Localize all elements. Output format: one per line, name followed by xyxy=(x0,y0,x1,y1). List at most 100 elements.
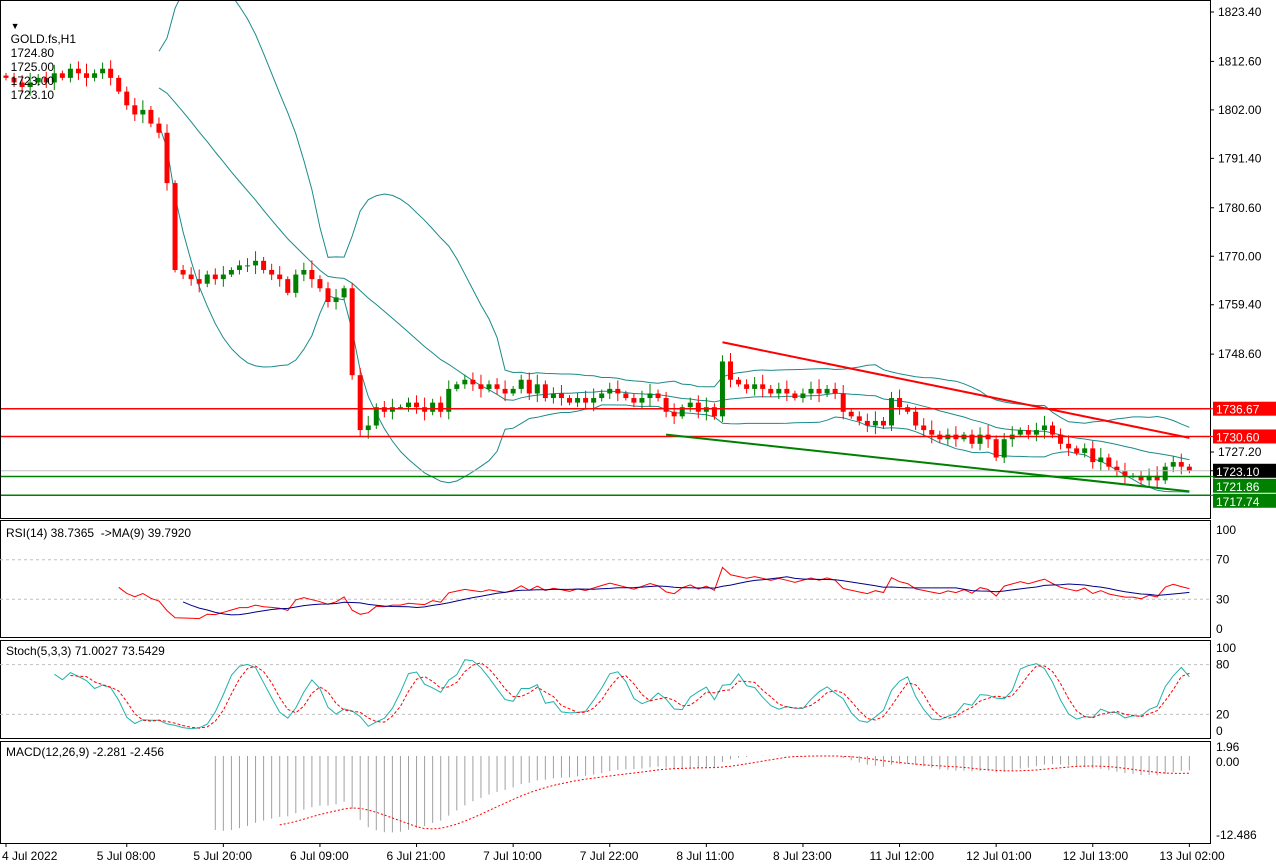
panel-frame-3 xyxy=(0,741,1211,844)
candle-body xyxy=(872,420,878,426)
rsi-tick-label: 100 xyxy=(1216,523,1236,537)
candle-body xyxy=(880,420,886,426)
time-label: 7 Jul 22:00 xyxy=(580,849,639,863)
candle-body xyxy=(1098,457,1104,463)
rsi-tick-label: 30 xyxy=(1216,592,1230,606)
time-label: 12 Jul 13:00 xyxy=(1063,849,1129,863)
candle-body xyxy=(108,68,114,78)
candle-body xyxy=(245,265,250,267)
candle-body xyxy=(1058,434,1064,444)
level-price-tag xyxy=(1213,493,1276,508)
candle-body xyxy=(510,388,516,394)
candle-body xyxy=(1146,475,1152,481)
candle-body xyxy=(164,132,170,184)
candle-body xyxy=(124,91,130,106)
candle-body xyxy=(607,388,613,394)
candle-body xyxy=(768,388,774,394)
candle-body xyxy=(1122,471,1128,476)
time-label: 5 Jul 08:00 xyxy=(97,849,156,863)
candle-body xyxy=(373,407,379,426)
candle-body xyxy=(1178,462,1184,467)
candle-body xyxy=(253,260,259,266)
candle-body xyxy=(212,274,218,280)
candle-body xyxy=(1106,457,1112,467)
level-price-label: 1730.60 xyxy=(1216,430,1260,444)
open-value: 1724.80 xyxy=(10,46,55,60)
candle-body xyxy=(864,420,870,426)
candle-body xyxy=(75,68,81,74)
price-tick-label: 1748.60 xyxy=(1218,347,1262,361)
stoch-title: Stoch(5,3,3) 71.0027 73.5429 xyxy=(6,644,165,658)
candle-body xyxy=(228,269,234,275)
trend-line xyxy=(665,433,1190,493)
candle-body xyxy=(800,393,806,399)
candle-body xyxy=(148,109,154,124)
high-value: 1725.00 xyxy=(10,60,55,74)
candle-body xyxy=(1074,448,1080,453)
stoch-tick-label: 80 xyxy=(1216,658,1230,672)
candle-body xyxy=(840,393,846,412)
rsi-tick-label: 70 xyxy=(1216,553,1230,567)
candle-body xyxy=(792,393,798,399)
candle-body xyxy=(486,384,492,389)
time-label: 4 Jul 2022 xyxy=(2,849,58,863)
candle-body xyxy=(575,398,581,403)
price-tick-label: 1791.40 xyxy=(1218,151,1262,165)
candle-body xyxy=(422,407,428,412)
time-label: 13 Jul 02:00 xyxy=(1159,849,1225,863)
candle-body xyxy=(526,379,532,394)
candle-body xyxy=(156,123,162,133)
candle-body xyxy=(889,398,894,426)
candle-body xyxy=(558,393,564,399)
candle-body xyxy=(116,77,122,92)
candle-body xyxy=(993,439,999,458)
candle-body xyxy=(969,434,975,444)
rsi-ma-line xyxy=(182,576,1190,616)
candle-body xyxy=(905,407,911,412)
candle-body xyxy=(542,384,548,399)
candle-body xyxy=(220,274,226,280)
stoch-signal-line xyxy=(70,662,1190,729)
bollinger-upper xyxy=(158,1,1190,428)
candle-body xyxy=(293,274,299,293)
candle-body xyxy=(679,407,685,417)
low-value: 1723.00 xyxy=(10,74,55,88)
candle-body xyxy=(816,388,822,394)
candle-body xyxy=(808,388,814,394)
candle-body xyxy=(719,361,725,417)
candle-body xyxy=(736,379,742,385)
candle-body xyxy=(84,73,89,78)
stoch-tick-label: 20 xyxy=(1216,707,1230,721)
rsi-line xyxy=(118,566,1190,620)
panel-frame-2 xyxy=(0,640,1211,739)
candle-body xyxy=(196,279,202,284)
candle-body xyxy=(848,411,854,417)
candle-body xyxy=(269,269,275,275)
time-label: 6 Jul 21:00 xyxy=(387,849,446,863)
candle-body xyxy=(671,411,677,417)
candle-body xyxy=(446,388,452,412)
candle-body xyxy=(703,407,709,412)
candle-body xyxy=(406,402,411,408)
time-label: 8 Jul 23:00 xyxy=(773,849,832,863)
candle-body xyxy=(897,398,903,408)
candle-body xyxy=(977,434,983,444)
candle-body xyxy=(100,68,106,74)
bollinger-middle xyxy=(158,87,1190,461)
candle-body xyxy=(1154,475,1160,481)
stoch-tick-label: 0 xyxy=(1216,724,1223,738)
candle-body xyxy=(1082,448,1088,453)
rsi-tick-label: 0 xyxy=(1216,622,1223,636)
stoch-main-line xyxy=(54,659,1190,730)
macd-title: MACD(12,26,9) -2.281 -2.456 xyxy=(6,745,165,759)
level-price-label: 1717.74 xyxy=(1216,495,1260,509)
dropdown-triangle-icon[interactable]: ▼ xyxy=(10,21,20,31)
candle-body xyxy=(728,361,733,380)
candle-body xyxy=(687,402,693,408)
candle-body xyxy=(3,75,9,78)
candle-body xyxy=(921,425,927,431)
close-value: 1723.10 xyxy=(10,88,55,102)
price-tick-label: 1759.40 xyxy=(1218,298,1262,312)
